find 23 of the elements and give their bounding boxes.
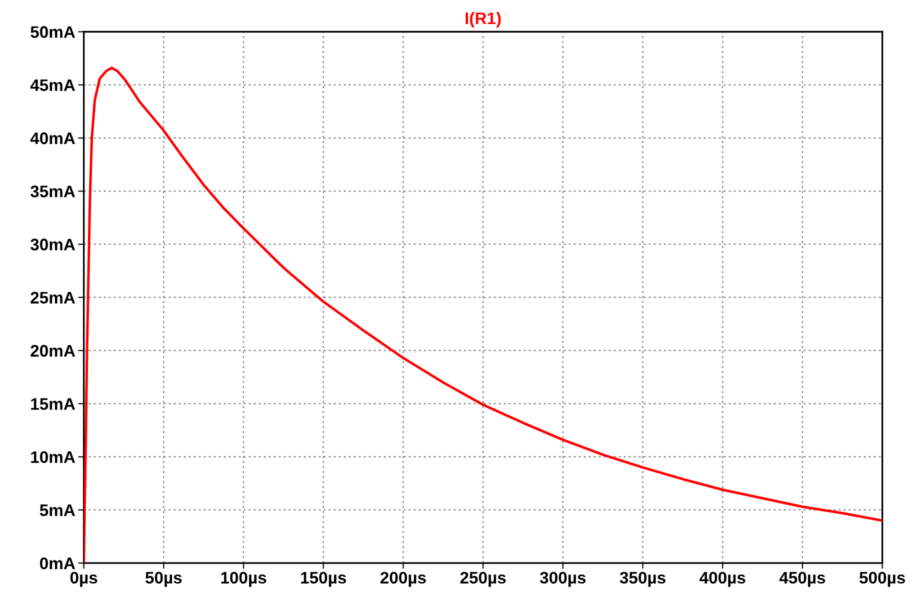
y-tick-label: 25mA [30, 292, 76, 304]
x-tick-label: 500µs [859, 572, 905, 587]
y-tick-label: 0mA [40, 557, 76, 570]
y-tick-label: 35mA [30, 186, 76, 198]
y-tick-label: 20mA [30, 344, 76, 357]
y-tick-label: 45mA [30, 79, 76, 92]
x-tick-label: 150µs [301, 572, 346, 587]
x-tick-label: 200µs [380, 572, 426, 587]
y-tick-label: 50mA [30, 26, 76, 38]
x-tick-label: 450µs [779, 572, 826, 587]
y-tick-label: 30mA [30, 238, 76, 250]
text: I(R1) [466, 12, 501, 28]
y-tick-label: 15mA [31, 398, 76, 410]
x-tick-label: 300µs [540, 572, 586, 587]
x-tick-label: 350µs [620, 572, 666, 587]
y-tick-label: 10mA [31, 451, 76, 463]
y-tick-label: 5mA [40, 504, 76, 516]
x-tick-label: 400µs [700, 572, 746, 587]
x-tick-label: 0µs [70, 572, 98, 587]
x-tick-label: 50µs [145, 572, 182, 587]
x-tick-label: 100µs [221, 572, 266, 587]
x-tick-label: 250µs [460, 572, 506, 587]
y-tick-label: 40mA [30, 132, 76, 144]
